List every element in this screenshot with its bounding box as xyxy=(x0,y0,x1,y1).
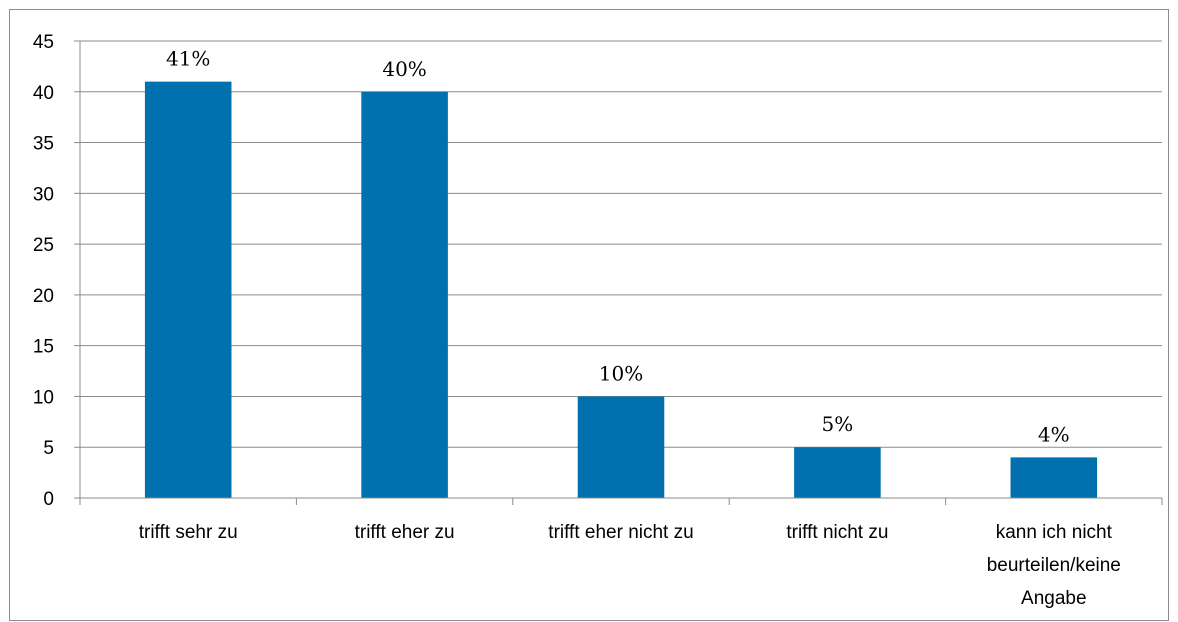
x-category-label: trifft sehr zu xyxy=(139,522,238,543)
grid-lines xyxy=(80,40,1162,448)
bar xyxy=(361,91,448,499)
y-tick-label: 30 xyxy=(33,184,54,205)
x-category-label: Angabe xyxy=(1021,588,1087,609)
labels: 0 5 10 15 20 25 30 35 40 45 41% trifft sehr zu 40% tr… xyxy=(33,32,1121,609)
data-label: 4% xyxy=(1038,422,1070,446)
bar xyxy=(794,447,881,498)
data-label: 5% xyxy=(822,412,854,436)
data-label: 40% xyxy=(382,57,426,81)
axes xyxy=(74,40,1163,505)
data-label: 10% xyxy=(599,361,643,385)
y-tick-label: 25 xyxy=(33,235,54,256)
x-category-label: kann ich nicht xyxy=(996,522,1113,543)
y-tick-label: 0 xyxy=(43,489,54,510)
y-tick-label: 5 xyxy=(43,438,54,459)
bars xyxy=(144,81,1098,499)
data-label: 41% xyxy=(166,47,210,71)
y-tick-label: 20 xyxy=(33,286,54,307)
x-category-label: trifft eher nicht zu xyxy=(548,522,693,543)
y-tick-label: 35 xyxy=(33,134,54,155)
y-tick-label: 15 xyxy=(33,337,54,358)
x-category-label: trifft nicht zu xyxy=(786,522,888,543)
x-category-label: beurteilen/keine xyxy=(987,555,1121,576)
y-tick-label: 40 xyxy=(33,83,54,104)
x-category-label: trifft eher zu xyxy=(355,522,455,543)
bar xyxy=(144,81,232,498)
bar xyxy=(1010,457,1098,498)
y-tick-label: 45 xyxy=(33,32,54,53)
y-tick-label: 10 xyxy=(33,387,54,408)
bar xyxy=(577,396,665,498)
